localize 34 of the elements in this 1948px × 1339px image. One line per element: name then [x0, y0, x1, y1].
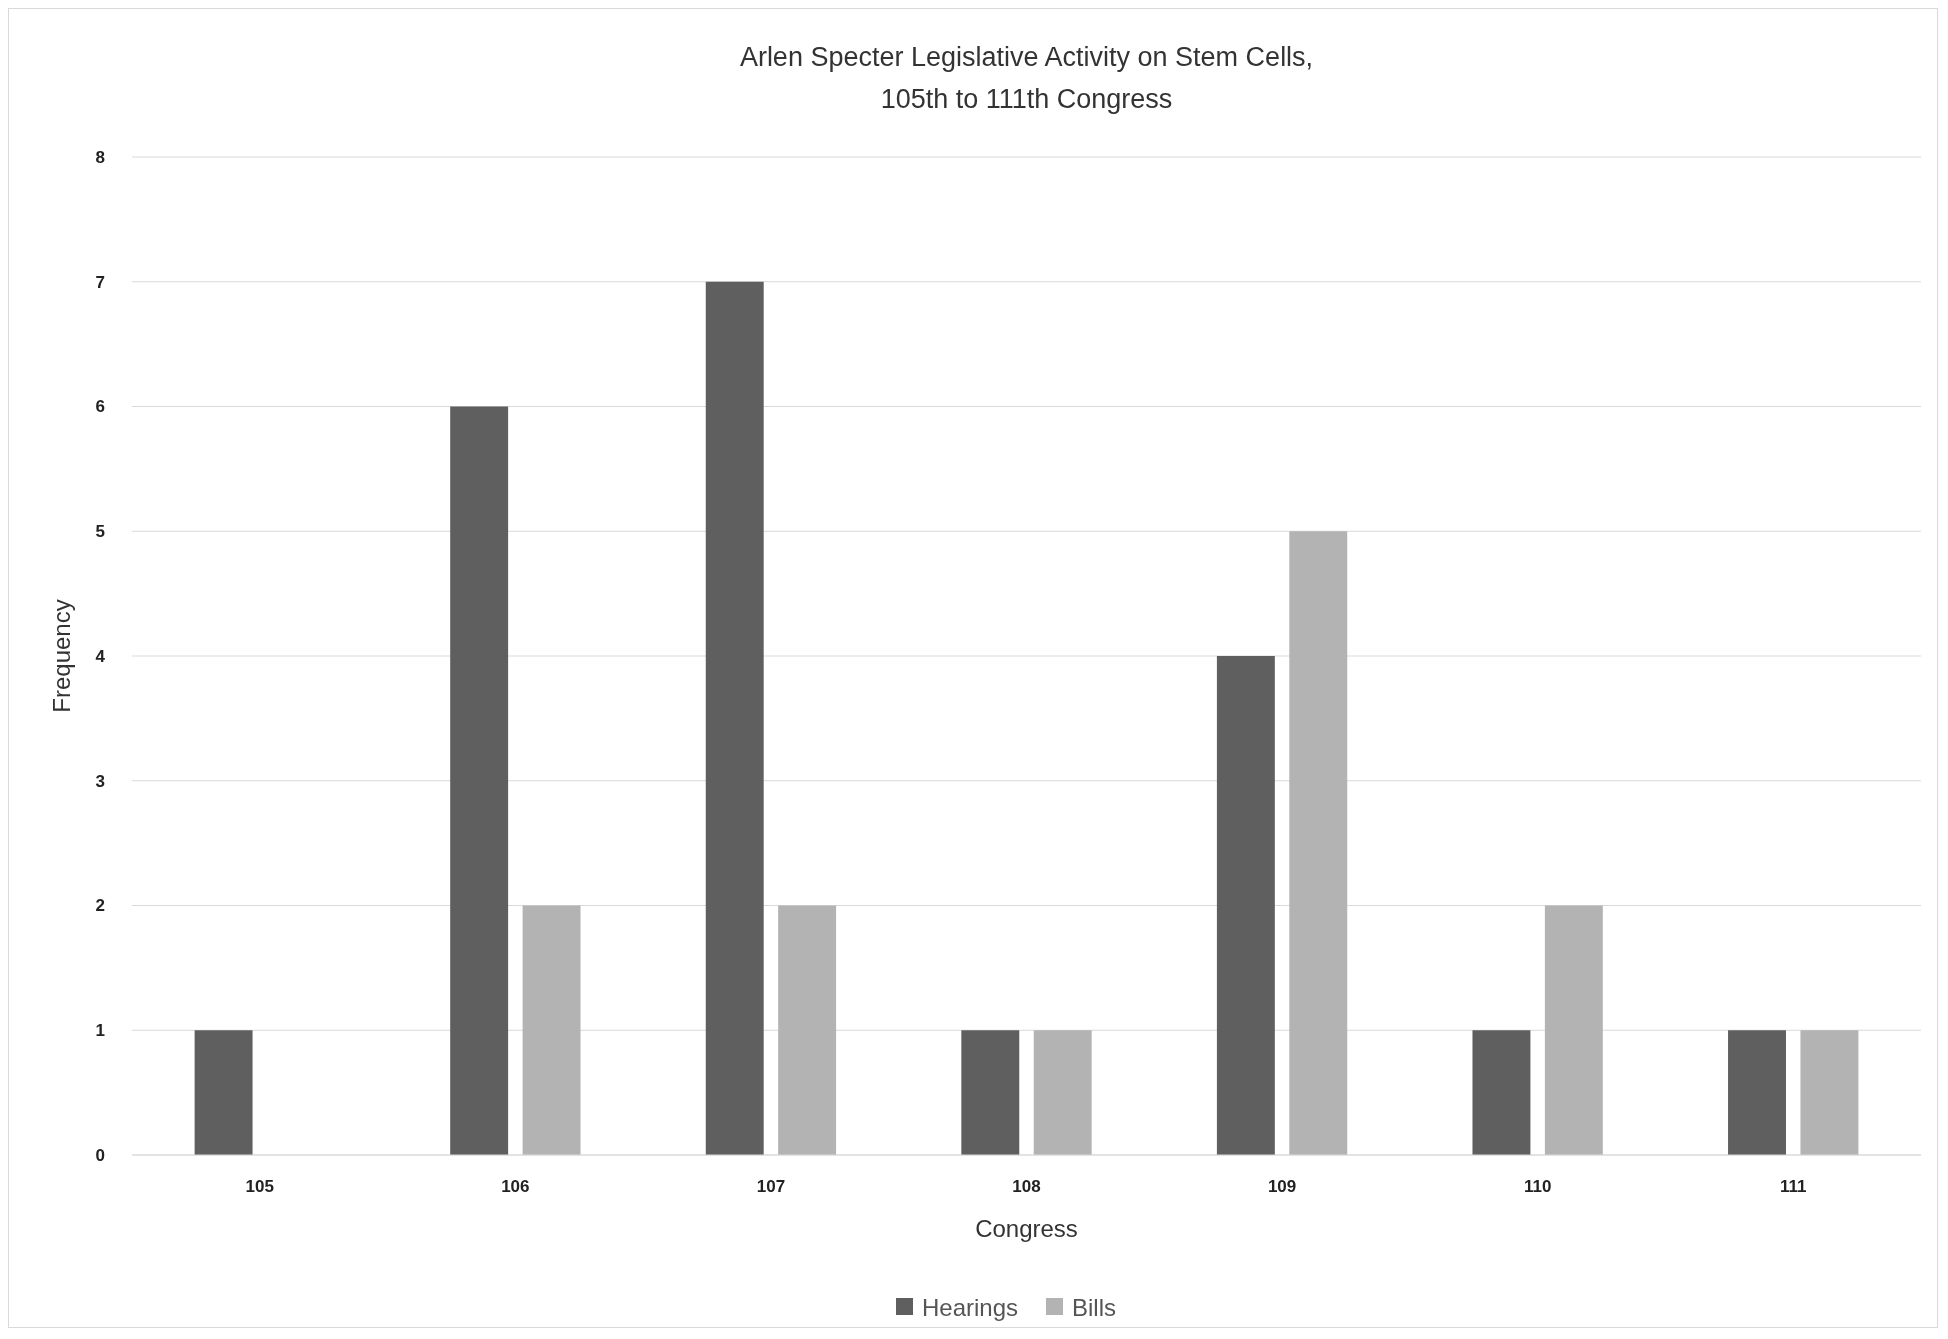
legend-label: Bills — [1072, 1294, 1117, 1322]
y-tick-label: 4 — [95, 646, 106, 666]
y-tick-label: 1 — [95, 1021, 105, 1041]
bar — [522, 905, 581, 1155]
y-tick-label: 8 — [95, 147, 105, 167]
x-tick-label: 105 — [245, 1177, 274, 1196]
x-tick-label: 108 — [1012, 1177, 1041, 1196]
bar — [778, 905, 837, 1155]
x-tick-label: 110 — [1523, 1177, 1552, 1196]
bar — [450, 406, 509, 1155]
x-axis-title: Congress — [975, 1215, 1078, 1242]
bar — [961, 1030, 1020, 1155]
x-tick-label: 109 — [1267, 1177, 1297, 1196]
y-axis-title: Frequency — [48, 599, 75, 713]
y-tick-label: 3 — [95, 771, 105, 791]
x-tick-label: 106 — [501, 1177, 530, 1196]
bar — [1289, 531, 1348, 1155]
bar — [1800, 1030, 1859, 1155]
y-tick-label: 6 — [95, 397, 105, 417]
bar — [1472, 1030, 1531, 1155]
bar — [194, 1030, 253, 1155]
chart-title: Arlen Specter Legislative Activity on Stem Cells, 105th to 111th Congress — [739, 42, 1314, 114]
bar — [1728, 1030, 1786, 1155]
bar — [705, 281, 764, 1155]
bar — [1216, 656, 1275, 1155]
bar — [1033, 1030, 1092, 1155]
bar — [1544, 905, 1603, 1155]
y-tick-label: 0 — [95, 1145, 105, 1165]
x-tick-label: 107 — [756, 1177, 786, 1196]
y-tick-label: 5 — [95, 522, 105, 542]
legend-label: Hearings — [922, 1294, 1019, 1322]
x-tick-label: 111 — [1779, 1177, 1807, 1196]
y-tick-label: 2 — [95, 896, 105, 916]
y-tick-label: 7 — [95, 272, 105, 292]
